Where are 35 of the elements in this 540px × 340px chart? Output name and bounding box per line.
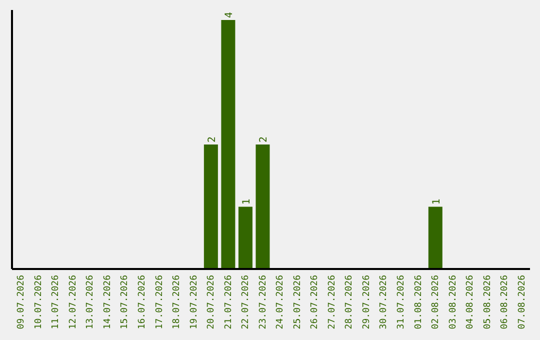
- x-tick-label: 03.08.2026: [448, 275, 458, 330]
- x-tick-label: 07.08.2026: [517, 275, 528, 330]
- x-tick-label: 30.07.2026: [379, 275, 390, 330]
- data-label: 2: [258, 136, 270, 142]
- x-tick-label: 09.07.2026: [16, 275, 27, 330]
- x-tick-label: 11.07.2026: [51, 275, 62, 330]
- data-label: 4: [224, 12, 236, 18]
- x-tick-label: 14.07.2026: [102, 275, 113, 330]
- x-tick-label: 20.07.2026: [206, 275, 217, 330]
- x-tick-label: 22.07.2026: [241, 275, 252, 330]
- x-tick-label: 05.08.2026: [482, 275, 493, 330]
- x-tick-label: 21.07.2026: [224, 275, 234, 330]
- x-tick-label: 02.08.2026: [431, 275, 442, 330]
- x-tick-label: 15.07.2026: [120, 275, 130, 330]
- data-label: 2: [206, 136, 218, 142]
- x-tick-label: 12.07.2026: [68, 275, 78, 330]
- x-tick-label: 04.08.2026: [466, 275, 476, 330]
- x-tick-label: 10.07.2026: [34, 275, 44, 330]
- x-tick-label: 27.07.2026: [327, 275, 338, 330]
- data-label: 1: [241, 198, 252, 205]
- x-tick-label: 31.07.2026: [396, 275, 406, 330]
- x-tick-label: 16.07.2026: [138, 275, 148, 330]
- x-tick-label: 29.07.2026: [362, 275, 372, 330]
- x-tick-label: 01.08.2026: [414, 275, 424, 330]
- data-label: 1: [431, 198, 442, 205]
- x-tick-label: 06.08.2026: [500, 275, 510, 330]
- x-tick-label: 26.07.2026: [310, 275, 320, 330]
- x-tick-label: 18.07.2026: [172, 275, 182, 330]
- x-tick-label: 13.07.2026: [86, 275, 96, 330]
- x-tick-label: 23.07.2026: [258, 275, 268, 330]
- x-tick-label: 17.07.2026: [154, 275, 165, 330]
- x-tick-label: 19.07.2026: [189, 275, 200, 330]
- x-tick-label: 24.07.2026: [276, 275, 286, 330]
- x-tick-label: 28.07.2026: [344, 275, 355, 330]
- x-tick-label: 25.07.2026: [292, 275, 303, 330]
